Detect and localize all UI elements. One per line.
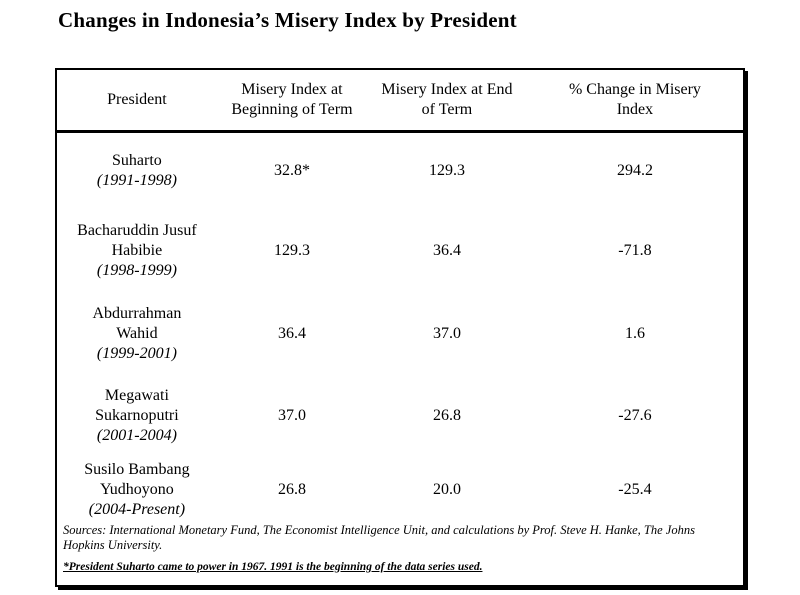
begin-index-value: 37.0 (277, 406, 306, 424)
header-row: President Misery Index at Beginning of T… (57, 70, 743, 133)
pct-change-value: -25.4 (618, 480, 652, 498)
begin-index-value: 26.8 (277, 480, 306, 498)
president-name: Megawati Sukarnoputri (95, 386, 179, 424)
table-row-habibie: Bacharuddin Jusuf Habibie (1998-1999) 12… (57, 210, 743, 293)
column-header-pct-change: % Change in Misery Index (526, 70, 743, 133)
begin-index-value: 36.4 (277, 324, 306, 342)
end-index-value: 129.3 (428, 162, 465, 180)
pct-change-value: 294.2 (616, 162, 653, 180)
column-header-president: President (57, 70, 217, 133)
end-index-value: 26.8 (432, 406, 461, 424)
column-header-begin-index: Misery Index at Beginning of Term (216, 70, 368, 133)
president-cell: Susilo Bambang Yudhoyono (2004-Present) (57, 457, 217, 523)
president-cell: Bacharuddin Jusuf Habibie (1998-1999) (57, 210, 217, 293)
pct-change-value: 1.6 (624, 324, 645, 342)
pct-change-value: -27.6 (618, 406, 652, 424)
table-body: Suharto (1991-1998) 32.8* 129.3 294.2 Ba… (57, 132, 743, 585)
president-name: Susilo Bambang Yudhoyono (84, 460, 190, 498)
president-term-years: (1991-1998) (96, 172, 177, 190)
president-term-years: (1998-1999) (96, 262, 177, 279)
president-cell: Megawati Sukarnoputri (2001-2004) (57, 375, 217, 457)
column-header-end-index: Misery Index at End of Term (367, 70, 527, 133)
footnote: *President Suharto came to power in 1967… (63, 560, 483, 573)
president-cell: Abdurrahman Wahid (1999-2001) (57, 293, 217, 375)
end-index-value: 37.0 (432, 324, 461, 342)
table-header: President Misery Index at Beginning of T… (57, 70, 743, 133)
page-title: Changes in Indonesia’s Misery Index by P… (58, 8, 517, 32)
end-index-value: 36.4 (432, 242, 461, 259)
table-row-suharto: Suharto (1991-1998) 32.8* 129.3 294.2 (57, 132, 743, 210)
president-name: Suharto (112, 152, 162, 170)
begin-index-value: 32.8* (273, 162, 310, 180)
end-index-value: 20.0 (432, 480, 461, 498)
table-row-wahid: Abdurrahman Wahid (1999-2001) 36.4 37.0 … (57, 293, 743, 375)
begin-index-value: 129.3 (273, 242, 310, 259)
president-term-years: (1999-2001) (96, 344, 177, 362)
president-term-years: (2004-Present) (88, 500, 186, 518)
table-row-yudhoyono: Susilo Bambang Yudhoyono (2004-Present) … (57, 457, 743, 523)
sources-note: Sources: International Monetary Fund, Th… (63, 522, 695, 552)
president-cell: Suharto (1991-1998) (57, 132, 217, 210)
misery-index-data-table: President Misery Index at Beginning of T… (57, 70, 743, 585)
president-name: Abdurrahman Wahid (92, 304, 182, 342)
sources-row: Sources: International Monetary Fund, Th… (57, 523, 743, 553)
footnote-cell: *President Suharto came to power in 1967… (57, 553, 743, 585)
president-name: Bacharuddin Jusuf Habibie (77, 222, 197, 259)
table-row-megawati: Megawati Sukarnoputri (2001-2004) 37.0 2… (57, 375, 743, 457)
pct-change-value: -71.8 (618, 242, 652, 259)
misery-index-table: President Misery Index at Beginning of T… (55, 68, 745, 587)
president-term-years: (2001-2004) (96, 426, 177, 444)
footnote-row: *President Suharto came to power in 1967… (57, 553, 743, 585)
